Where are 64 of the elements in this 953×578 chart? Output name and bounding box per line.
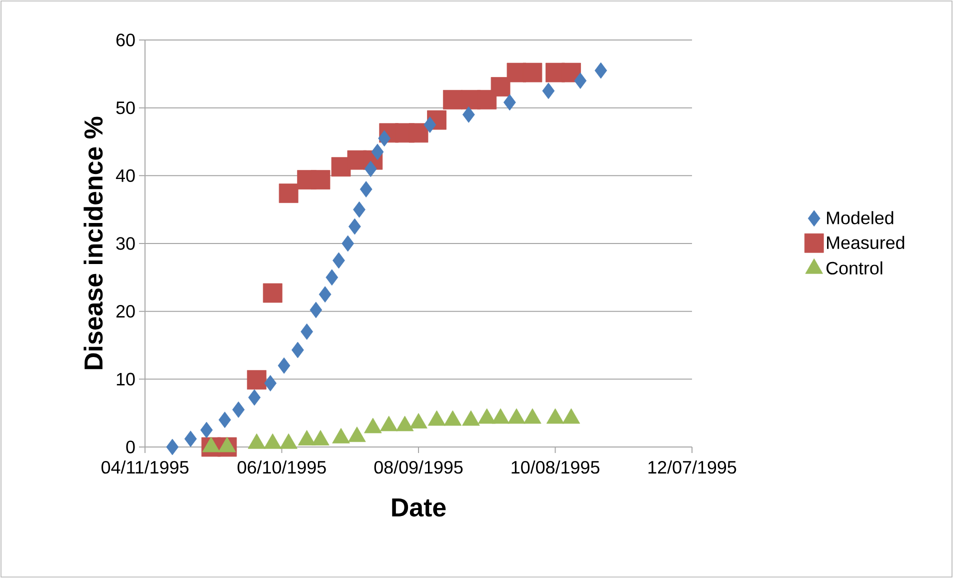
- y-tick-label: 20: [116, 304, 135, 318]
- x-tick-label: 08/09/1995: [374, 460, 463, 474]
- point: [508, 408, 526, 424]
- point: [562, 408, 580, 424]
- legend-label: Modeled: [827, 211, 894, 224]
- y-tick-label: 40: [116, 169, 135, 182]
- point: [380, 416, 398, 432]
- point: [424, 116, 436, 133]
- point: [574, 72, 587, 89]
- point: [503, 94, 516, 111]
- point: [442, 90, 462, 110]
- point: [542, 82, 555, 100]
- point: [310, 302, 322, 318]
- point: [348, 426, 366, 442]
- point: [312, 430, 330, 446]
- point: [522, 62, 542, 82]
- x-tick-label: 12/07/1995: [648, 460, 736, 474]
- x-tick-label: 04/11/1995: [102, 460, 188, 474]
- point: [364, 418, 382, 434]
- point: [492, 408, 510, 424]
- point: [444, 410, 462, 426]
- legend-label: Control: [826, 261, 882, 275]
- point: [202, 436, 220, 452]
- point: [248, 433, 266, 449]
- point: [353, 201, 366, 218]
- point: [378, 130, 391, 147]
- point: [342, 235, 354, 252]
- point: [326, 269, 338, 286]
- point: [371, 144, 384, 160]
- point: [546, 408, 564, 424]
- x-tick-label: 10/08/1995: [512, 460, 600, 474]
- point: [462, 410, 480, 426]
- point: [300, 323, 314, 340]
- point: [310, 170, 330, 190]
- point: [298, 430, 316, 446]
- y-tick-label: 50: [116, 101, 135, 114]
- point: [318, 286, 332, 303]
- point: [428, 410, 446, 426]
- point: [594, 62, 608, 79]
- point: [478, 408, 496, 424]
- point: [262, 283, 282, 303]
- point: [280, 433, 298, 449]
- point: [218, 436, 236, 452]
- point: [360, 181, 372, 198]
- y-axis-title: Disease incidence %: [84, 116, 103, 370]
- point: [462, 106, 475, 123]
- point: [332, 252, 345, 269]
- y-tick-label: 30: [116, 237, 135, 250]
- legend-label: Measured: [827, 236, 904, 250]
- point: [408, 123, 428, 143]
- point: [332, 428, 350, 444]
- y-tick-label: 10: [116, 372, 135, 386]
- point: [278, 184, 298, 203]
- point: [396, 416, 414, 432]
- point: [364, 160, 377, 178]
- y-tick-label: 60: [116, 34, 135, 46]
- point: [410, 413, 428, 428]
- point: [264, 433, 282, 449]
- point: [490, 77, 510, 96]
- x-tick-label: 06/10/1995: [238, 460, 326, 474]
- point: [524, 408, 542, 424]
- point: [348, 218, 361, 235]
- y-tick-label: 0: [126, 440, 135, 454]
- x-axis-title: Date: [392, 498, 446, 517]
